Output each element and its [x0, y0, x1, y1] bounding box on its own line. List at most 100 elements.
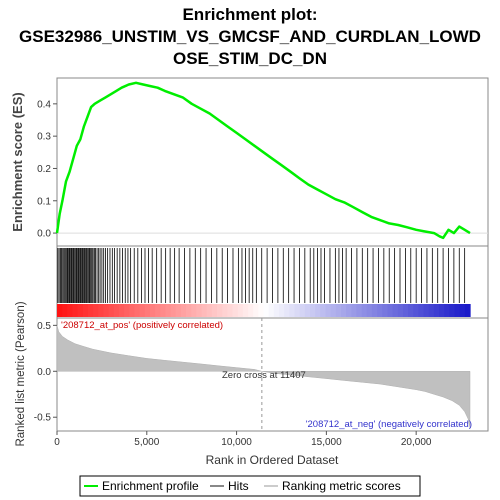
- rank-color-bar-segment: [439, 304, 445, 317]
- rank-color-bar-segment: [320, 304, 327, 317]
- rank-color-bar-segment: [289, 304, 296, 317]
- rank-color-bar-segment: [248, 304, 254, 317]
- rank-color-bar-segment: [77, 304, 84, 317]
- rank-color-bar-segment: [72, 304, 79, 317]
- rank-color-bar-segment: [211, 304, 218, 317]
- es-panel-frame: [56, 77, 489, 247]
- rank-color-bar-segment: [325, 304, 332, 317]
- ranking-metric-area: [56, 325, 471, 429]
- es-y-tick-label: 0.4: [37, 99, 51, 110]
- rank-color-bar-segment: [113, 304, 120, 317]
- rank-color-bar-segment: [139, 304, 146, 317]
- rank-color-bar-segment: [299, 304, 306, 317]
- rank-color-bar-segment: [371, 304, 378, 317]
- rank-color-bar-segment: [361, 304, 368, 317]
- rank-color-bar-segment: [103, 304, 110, 317]
- rank-color-bar-segment: [382, 304, 389, 317]
- rank-color-bar-segment: [170, 304, 177, 317]
- rank-color-bar-segment: [201, 304, 208, 317]
- es-axis-label: Enrichment score (ES): [10, 92, 25, 231]
- rank-color-bar-segment: [232, 304, 239, 317]
- es-y-tick-label: 0.3: [37, 132, 51, 143]
- rank-color-bar-segment: [418, 304, 425, 317]
- rank-color-bar-segment: [155, 304, 161, 317]
- rank-color-bar-segment: [330, 304, 337, 317]
- rank-x-tick-label: 5,000: [134, 437, 159, 448]
- enrichment-profile-line: [55, 81, 471, 240]
- rank-color-bar-segment: [444, 304, 450, 317]
- rank-color-bar-segment: [397, 304, 404, 317]
- rank-color-bar-segment: [62, 304, 68, 317]
- rank-color-bar-segment: [377, 304, 383, 317]
- rank-color-bar-segment: [423, 304, 430, 317]
- rank-color-bar-segment: [309, 304, 316, 317]
- rank-color-bar-segment: [186, 304, 192, 317]
- rank-x-tick-label: 10,000: [221, 437, 252, 448]
- rank-color-bar-segment: [402, 304, 409, 317]
- rank-color-bar-segment: [253, 304, 259, 317]
- rank-color-bar-segment: [413, 304, 420, 317]
- rank-color-bar-segment: [459, 304, 466, 317]
- rank-color-bar-segment: [118, 304, 125, 317]
- rank-color-bar-segment: [57, 304, 63, 317]
- rank-color-bar-segment: [387, 304, 394, 317]
- rank-panel: 0.5 0.0 -0.5 0 5,000 10,000 15,000 20,000: [34, 318, 471, 448]
- rank-color-bar-segment: [408, 304, 414, 317]
- rank-color-bar-segment: [237, 304, 244, 317]
- rank-metric-axis-label: Ranked list metric (Pearson): [15, 301, 27, 446]
- rank-color-bar-segment: [222, 304, 228, 317]
- rank-color-bar-segment: [108, 304, 115, 317]
- rank-color-bar-segment: [366, 304, 373, 317]
- rank-color-bar-segment: [165, 304, 172, 317]
- rank-color-bar-segment: [180, 304, 187, 317]
- es-y-tick-label: 0.1: [37, 196, 51, 207]
- rank-color-bar-segment: [433, 304, 440, 317]
- hits-panel: [57, 248, 471, 317]
- es-y-tick-label: 0.0: [37, 229, 51, 240]
- rank-color-bar-segment: [129, 304, 136, 317]
- rank-color-bar-segment: [268, 304, 275, 317]
- zero-cross-label: Zero cross at 11407: [222, 370, 306, 381]
- chart-title-line-3: OSE_STIM_DC_DN: [173, 49, 327, 68]
- rank-color-bar-segment: [454, 304, 461, 317]
- legend-label-enrichment: Enrichment profile: [102, 479, 199, 493]
- rank-color-bar-segment: [206, 304, 213, 317]
- rank-color-bar-segment: [294, 304, 301, 317]
- rank-color-bar-segment: [392, 304, 399, 317]
- rank-color-bar-segment: [340, 304, 347, 317]
- rank-color-bar-segment: [191, 304, 198, 317]
- rank-color-bar-segment: [428, 304, 435, 317]
- rank-color-bar-segment: [464, 304, 471, 317]
- rank-axis-label: Rank in Ordered Dataset: [206, 453, 339, 467]
- rank-color-bar-segment: [449, 304, 456, 317]
- rank-color-bar-segment: [273, 304, 280, 317]
- rank-y-tick-label: 0.5: [37, 321, 51, 332]
- rank-color-bar-segment: [263, 304, 270, 317]
- rank-color-bar-segment: [134, 304, 141, 317]
- chart-title-line-1: Enrichment plot:: [182, 5, 317, 24]
- legend-label-hits: Hits: [228, 479, 249, 493]
- rank-color-bar-segment: [87, 304, 94, 317]
- rank-color-bar-segment: [67, 304, 74, 317]
- rank-color-bar-segment: [335, 304, 342, 317]
- legend-frame: [79, 475, 421, 497]
- negative-correlation-label: '208712_at_neg' (negatively correlated): [306, 419, 472, 430]
- rank-color-bar-segment: [284, 304, 290, 317]
- positive-correlation-label: '208712_at_pos' (positively correlated): [61, 320, 223, 331]
- legend: Enrichment profile Hits Ranking metric s…: [79, 475, 421, 497]
- rank-color-bar-segment: [304, 304, 311, 317]
- rank-color-bar-segment: [315, 304, 321, 317]
- es-y-tick-label: 0.2: [37, 164, 51, 175]
- rank-color-bar-segment: [217, 304, 223, 317]
- rank-color-bar-segment: [149, 304, 156, 317]
- rank-color-bar-segment: [279, 304, 285, 317]
- rank-x-tick-label: 20,000: [401, 437, 432, 448]
- rank-x-tick-label: 15,000: [311, 437, 342, 448]
- rank-color-bar-segment: [175, 304, 182, 317]
- rank-y-tick-label: 0.0: [37, 367, 51, 378]
- rank-color-bar-segment: [227, 304, 234, 317]
- rank-color-bar-segment: [346, 304, 352, 317]
- es-panel: 0.0 0.1 0.2 0.3 0.4: [37, 81, 488, 240]
- rank-color-bar-segment: [98, 304, 105, 317]
